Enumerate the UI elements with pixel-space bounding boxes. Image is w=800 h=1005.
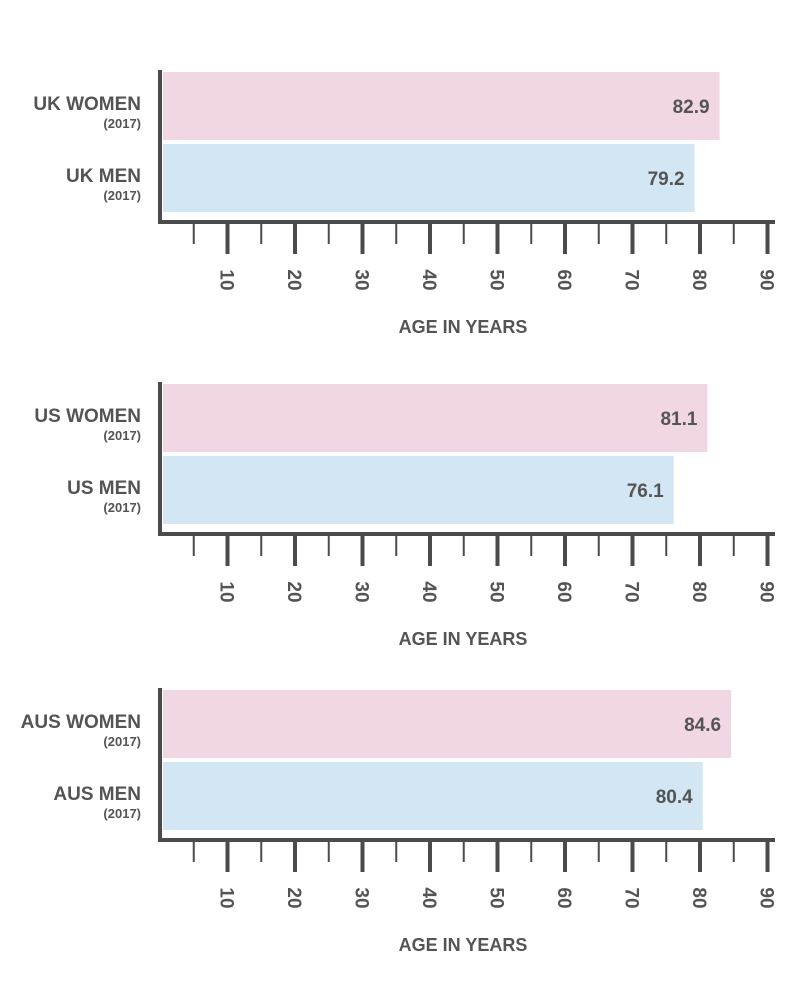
x-tick-label: 30 xyxy=(351,581,372,602)
x-axis-title: AGE IN YEARS xyxy=(399,317,528,337)
x-tick-label: 10 xyxy=(216,887,237,908)
category-sublabel: (2017) xyxy=(103,806,141,821)
x-tick-label: 60 xyxy=(553,887,574,908)
x-tick-label: 90 xyxy=(756,269,777,290)
category-label: UK WOMEN xyxy=(33,94,141,115)
x-axis-title: AGE IN YEARS xyxy=(399,629,528,649)
x-tick-label: 10 xyxy=(216,269,237,290)
bar-men xyxy=(163,456,674,524)
category-sublabel: (2017) xyxy=(103,500,141,515)
x-tick-label: 80 xyxy=(688,269,709,290)
x-tick-label: 20 xyxy=(283,269,304,290)
category-label: UK MEN xyxy=(66,166,141,187)
category-label: US WOMEN xyxy=(34,406,141,427)
x-tick-label: 50 xyxy=(486,581,507,602)
x-tick-label: 50 xyxy=(486,269,507,290)
x-tick-label: 40 xyxy=(418,581,439,602)
x-tick-label: 20 xyxy=(283,581,304,602)
bar-value-label: 76.1 xyxy=(627,481,664,502)
x-tick-label: 70 xyxy=(621,887,642,908)
x-tick-label: 30 xyxy=(351,887,372,908)
x-tick-label: 70 xyxy=(621,581,642,602)
bar-women xyxy=(163,384,708,452)
category-label: AUS MEN xyxy=(53,784,141,805)
bar-value-label: 84.6 xyxy=(684,715,721,736)
x-tick-label: 90 xyxy=(756,887,777,908)
x-tick-label: 80 xyxy=(688,581,709,602)
x-tick-label: 60 xyxy=(553,269,574,290)
bar-men xyxy=(163,762,703,830)
category-label: US MEN xyxy=(67,478,141,499)
bar-value-label: 81.1 xyxy=(660,409,697,430)
x-tick-label: 10 xyxy=(216,581,237,602)
x-tick-label: 40 xyxy=(418,887,439,908)
bar-men xyxy=(163,144,695,212)
category-label: AUS WOMEN xyxy=(21,712,141,733)
bar-value-label: 80.4 xyxy=(656,787,693,808)
x-tick-label: 50 xyxy=(486,887,507,908)
category-sublabel: (2017) xyxy=(103,188,141,203)
category-sublabel: (2017) xyxy=(103,428,141,443)
bar-women xyxy=(163,690,732,758)
x-tick-label: 70 xyxy=(621,269,642,290)
x-tick-label: 20 xyxy=(283,887,304,908)
bar-value-label: 79.2 xyxy=(648,169,685,190)
x-tick-label: 30 xyxy=(351,269,372,290)
category-sublabel: (2017) xyxy=(103,116,141,131)
x-axis-title: AGE IN YEARS xyxy=(399,935,528,955)
bar-women xyxy=(163,72,720,140)
bar-value-label: 82.9 xyxy=(673,97,710,118)
x-tick-label: 40 xyxy=(418,269,439,290)
x-tick-label: 90 xyxy=(756,581,777,602)
x-tick-label: 80 xyxy=(688,887,709,908)
x-tick-label: 60 xyxy=(553,581,574,602)
category-sublabel: (2017) xyxy=(103,734,141,749)
